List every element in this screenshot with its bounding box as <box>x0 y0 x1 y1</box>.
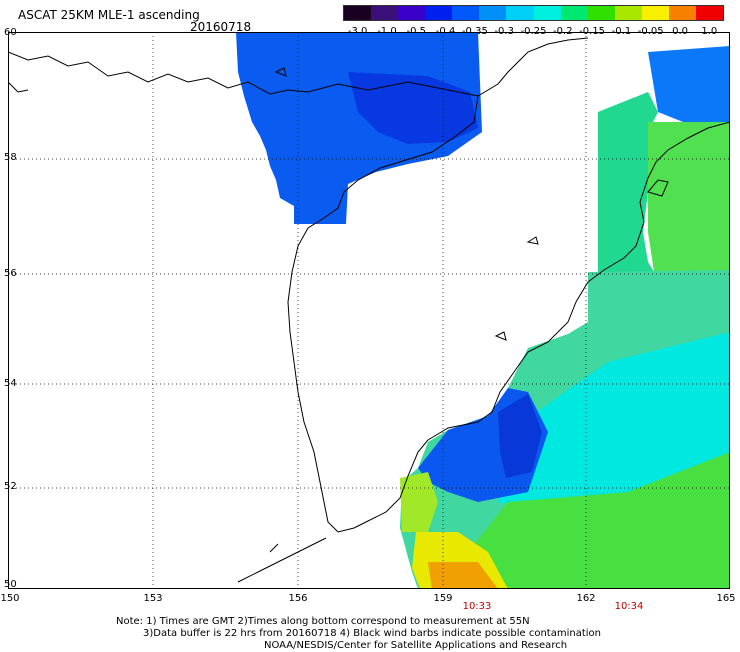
chart-title: ASCAT 25KM MLE-1 ascending <box>18 8 200 22</box>
swath-south-cyan <box>498 332 730 512</box>
swath-south-dark <box>498 394 542 478</box>
lat-label-58: 58 <box>4 152 17 163</box>
colorbar-swatch <box>506 6 534 20</box>
colorbar-label: -0.35 <box>461 26 488 37</box>
colorbar-label: -1.0 <box>377 26 397 37</box>
colorbar-label: -0.1 <box>611 26 632 37</box>
map-panel <box>8 32 730 589</box>
lon-label-162: 162 <box>576 593 596 604</box>
colorbar-label: -0.15 <box>579 26 606 37</box>
lat-label-54: 54 <box>4 378 17 389</box>
colorbar-label: -0.2 <box>553 26 573 37</box>
colorbar-label: -0.05 <box>637 26 664 37</box>
colorbar-label: -3.0 <box>347 26 368 37</box>
lon-label-150: 150 <box>0 593 20 604</box>
colorbar-labels: -3.0 -1.0 -0.5 -0.4 -0.35 -0.3 -0.25 -0.2 -0.15-… <box>343 26 724 38</box>
colorbar-swatch <box>425 6 453 20</box>
colorbar-swatch <box>696 6 724 20</box>
note-line-2: 3)Data buffer is 22 hrs from 20160718 4)… <box>143 628 601 639</box>
swath-east-north <box>598 92 658 288</box>
lon-label-159: 159 <box>433 593 453 604</box>
colorbar-swatch <box>452 6 480 20</box>
lon-label-153: 153 <box>143 593 163 604</box>
lat-label-60: 60 <box>4 27 17 38</box>
lat-label-50: 50 <box>4 579 17 590</box>
note-line-1: Note: 1) Times are GMT 2)Times along bot… <box>116 616 530 627</box>
lat-label-52: 52 <box>4 481 17 492</box>
colorbar-label: -0.3 <box>494 26 514 37</box>
colorbar-swatch <box>641 6 669 20</box>
lon-label-165: 165 <box>716 593 736 604</box>
colorbar-label: -0.4 <box>435 26 456 37</box>
grid-lines <box>8 32 730 589</box>
swath-east-green <box>648 122 730 272</box>
colorbar-swatch <box>344 6 372 20</box>
note-line-3: NOAA/NESDIS/Center for Satellite Applica… <box>264 640 568 651</box>
colorbar-label: 1.0 <box>701 26 718 37</box>
colorbar-swatch <box>614 6 642 20</box>
colorbar-label: -0.5 <box>406 26 427 37</box>
lon-label-156: 156 <box>288 593 308 604</box>
swath-east-blue <box>648 46 730 124</box>
colorbar <box>343 5 724 21</box>
swath-south-green <box>468 452 730 589</box>
colorbar-swatch <box>560 6 588 20</box>
chart-date: 20160718 <box>190 20 252 34</box>
colorbar-swatch <box>668 6 697 20</box>
lat-label-56: 56 <box>4 268 17 279</box>
colorbar-label: 0.0 <box>672 26 688 37</box>
time-label-1: 10:33 <box>462 601 492 612</box>
colorbar-swatch <box>371 6 399 20</box>
colorbar-swatch <box>398 6 426 20</box>
coastlines <box>8 37 730 583</box>
colorbar-swatch <box>587 6 615 20</box>
colorbar-label: -0.25 <box>520 26 547 37</box>
colorbar-swatch <box>479 6 507 20</box>
swath-south-orange <box>428 562 498 589</box>
time-label-2: 10:34 <box>614 601 644 612</box>
swath-south-lightgreen <box>400 472 438 532</box>
colorbar-swatch <box>533 6 561 20</box>
